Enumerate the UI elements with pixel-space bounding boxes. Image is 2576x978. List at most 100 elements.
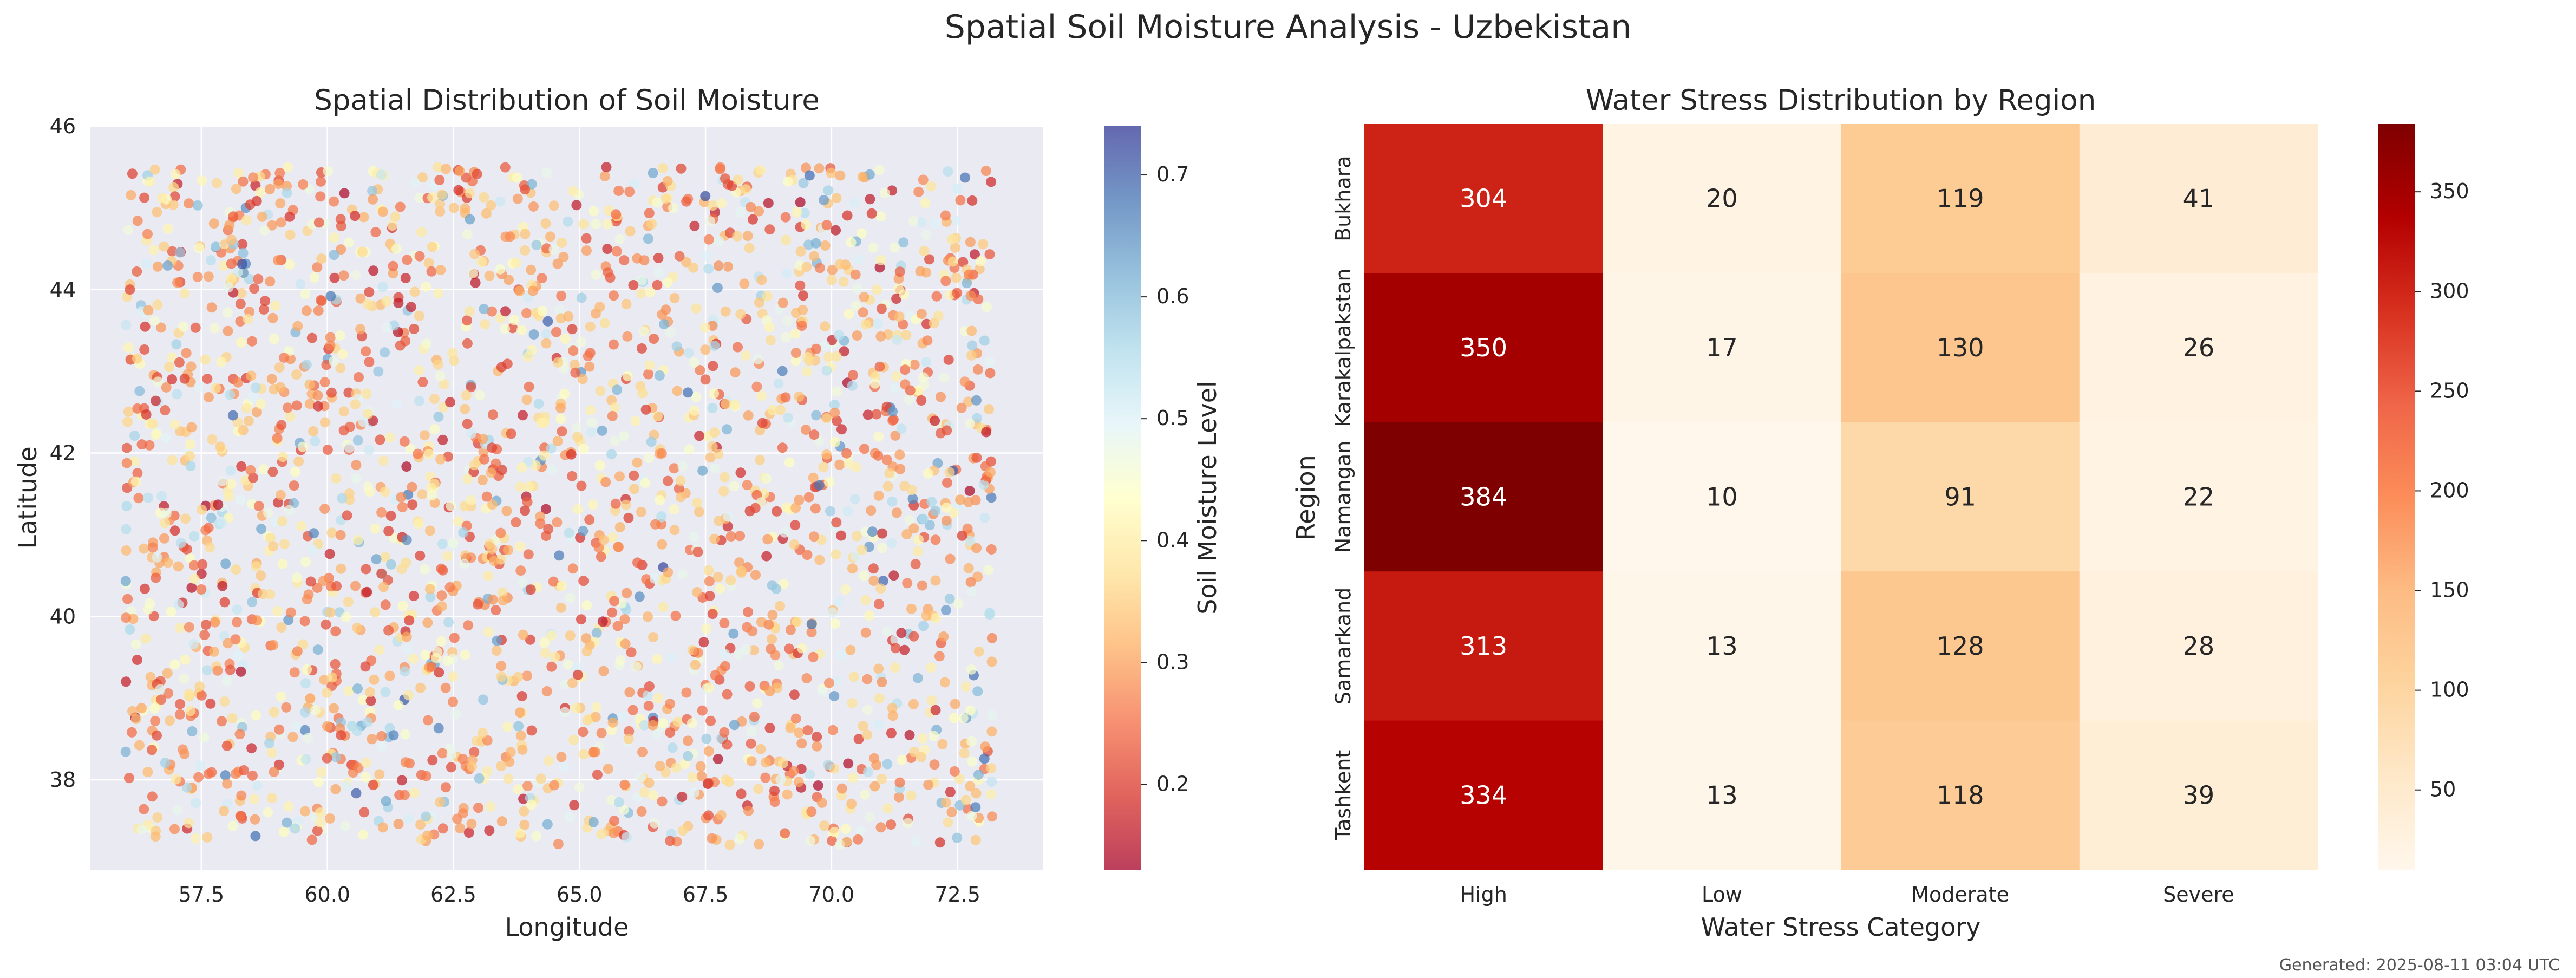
soil-moisture-point	[329, 196, 339, 207]
soil-moisture-point	[295, 279, 306, 290]
heatmap-x-tick-label: High	[1460, 883, 1507, 907]
soil-moisture-point	[515, 565, 526, 576]
soil-moisture-point	[962, 278, 972, 289]
soil-moisture-point	[126, 190, 136, 200]
scatter-x-tick-label: 67.5	[683, 883, 729, 907]
soil-moisture-point	[697, 465, 708, 476]
soil-moisture-point	[448, 696, 459, 707]
soil-moisture-point	[120, 746, 131, 757]
soil-moisture-point	[949, 766, 960, 777]
soil-moisture-point	[172, 277, 183, 288]
soil-moisture-point	[474, 390, 485, 401]
soil-moisture-point	[277, 558, 288, 569]
soil-moisture-point	[466, 552, 476, 563]
soil-moisture-point	[433, 723, 444, 734]
soil-moisture-point	[708, 361, 718, 371]
soil-moisture-point	[174, 357, 185, 368]
soil-moisture-point	[470, 277, 481, 288]
soil-moisture-point	[572, 432, 583, 442]
soil-moisture-point	[910, 836, 921, 847]
soil-moisture-point	[232, 604, 243, 615]
soil-moisture-point	[287, 732, 298, 742]
soil-moisture-point	[917, 733, 928, 744]
soil-moisture-point	[756, 275, 767, 285]
soil-moisture-point	[760, 772, 771, 783]
soil-moisture-point	[238, 765, 249, 775]
soil-moisture-point	[622, 331, 633, 342]
scatter-panel: 57.5 60.0 62.5 65.0 67.5 70.0 72.5 3840424446 …	[13, 84, 1222, 942]
soil-moisture-point	[362, 586, 372, 597]
soil-moisture-point	[152, 730, 162, 741]
soil-moisture-point	[342, 510, 352, 521]
soil-moisture-point	[329, 703, 339, 714]
soil-moisture-point	[183, 818, 194, 829]
soil-moisture-point	[491, 605, 501, 616]
soil-moisture-point	[589, 206, 599, 217]
soil-moisture-point	[910, 559, 921, 570]
soil-moisture-point	[796, 643, 807, 654]
soil-moisture-point	[179, 373, 190, 384]
soil-moisture-point	[655, 761, 665, 772]
soil-moisture-point	[839, 346, 849, 357]
soil-moisture-point	[139, 804, 149, 814]
soil-moisture-point	[139, 192, 150, 203]
soil-moisture-point	[780, 828, 790, 839]
stress-colorbar-tick-label: 100	[2430, 678, 2469, 702]
soil-moisture-point	[978, 479, 989, 490]
soil-moisture-point	[941, 515, 952, 526]
scatter-x-axis-label: Longitude	[505, 912, 629, 942]
soil-moisture-point	[330, 784, 341, 794]
soil-moisture-point	[463, 827, 474, 838]
moisture-colorbar-ticks: 0.20.30.40.50.60.7	[1141, 162, 1189, 796]
soil-moisture-point	[725, 575, 736, 585]
soil-moisture-point	[831, 351, 842, 362]
soil-moisture-point	[581, 245, 592, 256]
soil-moisture-point	[817, 687, 828, 697]
soil-moisture-point	[819, 820, 830, 831]
soil-moisture-point	[615, 655, 626, 666]
soil-moisture-point	[877, 528, 887, 539]
soil-moisture-point	[127, 168, 138, 179]
scatter-y-tick-label: 38	[50, 768, 76, 792]
soil-moisture-point	[836, 424, 847, 435]
soil-moisture-point	[913, 534, 924, 545]
soil-moisture-point	[625, 226, 636, 237]
soil-moisture-point	[867, 526, 878, 537]
soil-moisture-point	[223, 282, 234, 293]
soil-moisture-point	[823, 677, 834, 688]
soil-moisture-point	[149, 164, 160, 175]
soil-moisture-point	[528, 201, 539, 212]
soil-moisture-point	[227, 713, 238, 723]
soil-moisture-point	[820, 321, 831, 332]
soil-moisture-point	[794, 727, 804, 738]
soil-moisture-point	[603, 267, 613, 278]
soil-moisture-point	[316, 253, 327, 264]
soil-moisture-point	[308, 544, 318, 555]
soil-moisture-point	[892, 335, 903, 345]
soil-moisture-point	[808, 472, 819, 483]
soil-moisture-point	[444, 582, 455, 592]
soil-moisture-point	[986, 726, 997, 737]
soil-moisture-point	[763, 198, 774, 208]
soil-moisture-point	[448, 538, 459, 549]
soil-moisture-point	[705, 452, 716, 463]
soil-moisture-point	[624, 726, 635, 736]
soil-moisture-point	[420, 564, 430, 575]
soil-moisture-point	[618, 805, 629, 815]
soil-moisture-point	[152, 299, 163, 310]
soil-moisture-point	[853, 834, 864, 845]
soil-moisture-point	[355, 293, 366, 304]
soil-moisture-point	[276, 217, 286, 228]
soil-moisture-point	[890, 242, 900, 253]
soil-moisture-point	[676, 163, 687, 174]
soil-moisture-point	[652, 197, 663, 208]
soil-moisture-point	[955, 494, 966, 505]
soil-moisture-point	[841, 837, 852, 847]
soil-moisture-point	[467, 761, 478, 772]
soil-moisture-point	[653, 267, 664, 278]
soil-moisture-point	[857, 545, 867, 555]
soil-moisture-point	[929, 318, 939, 329]
soil-moisture-point	[572, 669, 583, 680]
soil-moisture-point	[460, 649, 470, 660]
soil-moisture-point	[300, 754, 311, 765]
